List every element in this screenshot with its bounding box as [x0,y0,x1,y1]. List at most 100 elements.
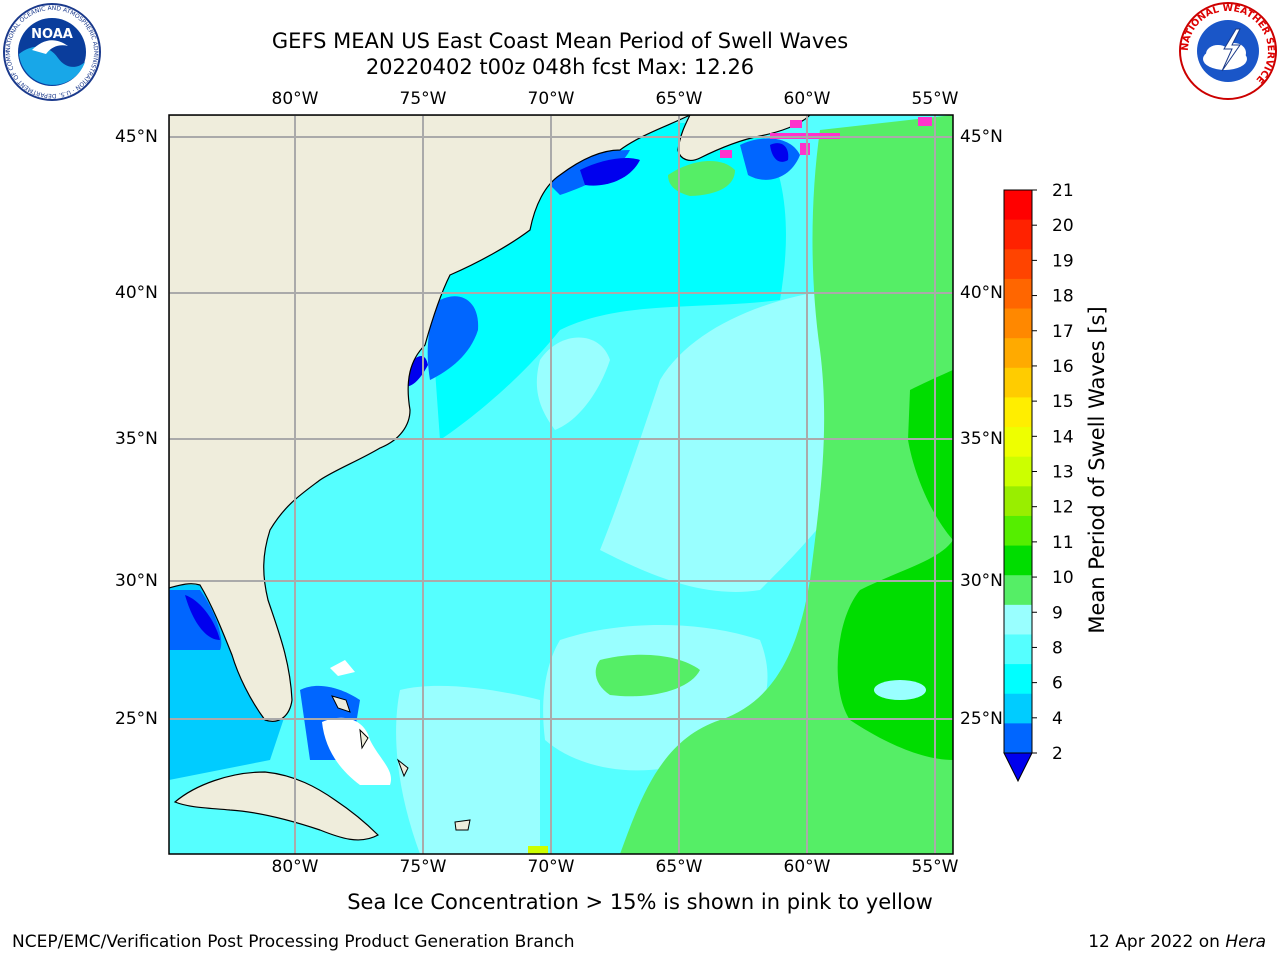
lon-label-bottom: 70°W [527,857,575,877]
colorbar-segment [1004,278,1032,310]
ocean-field-pale-central [600,290,870,592]
colorbar-segment [1004,486,1032,517]
graticule [169,115,953,854]
nws-logo: NATIONAL WEATHER SERVICE [1179,2,1277,100]
land-bahamas-3 [396,758,409,778]
ocean-field-green-gulf [668,160,735,196]
footer-date: 12 Apr 2022 on Hera [1088,932,1266,952]
land-us-east-coast [169,115,691,722]
lon-label-bottom: 75°W [399,857,447,877]
ocean-field-pale-west [536,337,610,430]
footer-credit: NCEP/EMC/Verification Post Processing Pr… [12,932,575,952]
colorbar-tick-label: 10 [1052,568,1074,588]
lat-label-left: 40°N [115,283,158,303]
colorbar-segment [1004,545,1032,576]
colorbar-segment [1004,367,1032,398]
colorbar-tick-label: 18 [1052,287,1074,307]
colorbar-segment [1004,219,1032,250]
colorbar-segment [1004,575,1032,606]
footer-host: Hera [1225,932,1266,952]
colorbar-segment [1004,604,1032,635]
colorbar-segment [1004,397,1032,428]
sea-ice-3 [720,150,732,158]
sea-ice-5 [800,143,810,155]
ocean-field-green-strong [837,540,953,760]
colorbar-segment [1004,664,1032,695]
footer-date-text: 12 Apr 2022 on [1088,932,1226,952]
lat-label-right: 30°N [960,571,1003,591]
ocean-field-pale-bahamas [396,685,540,854]
lon-label-top: 80°W [271,89,319,109]
colorbar-segment [1004,723,1032,754]
colorbar-segment [1004,427,1032,458]
land-turks [454,819,471,831]
colorbar-tick-label: 4 [1052,709,1063,729]
sea-ice-4 [918,117,932,126]
lon-label-bottom: 65°W [655,857,703,877]
lat-label-left: 35°N [115,429,158,449]
colorbar-tick-label: 15 [1052,392,1074,412]
colorbar-segment [1004,456,1032,487]
ocean-field-pale-eddy [874,680,926,700]
svg-text:NOAA: NOAA [31,27,73,42]
land-bahamas-1 [331,695,351,713]
colorbar-tick-label: 20 [1052,216,1074,236]
coastal-deepblue-cabot [770,143,789,162]
colorbar-tick-label: 2 [1052,744,1063,764]
colorbar-extend-triangle [1003,752,1033,783]
colorbar-tick-label: 19 [1052,251,1074,271]
hot-spot-south [528,846,548,854]
lat-label-right: 45°N [960,127,1003,147]
land-cuba [173,771,379,841]
lon-label-top: 65°W [655,89,703,109]
sea-ice-note-text: Sea Ice Concentration > 15% is shown in … [347,890,933,914]
lat-label-right: 35°N [960,429,1003,449]
lat-label-right: 40°N [960,283,1003,303]
chart-subtitle: 20220402 t00z 048h fcst Max: 12.26 [365,55,755,79]
shallow-bank-white [322,717,391,785]
lat-label-right: 25°N [960,709,1003,729]
colorbar-tick-label: 11 [1052,533,1074,553]
colorbar-tick-label: 9 [1052,603,1063,623]
colorbar: 21 20 19 18 17 16 15 14 13 12 11 10 9 8 6 4 2 [1003,181,1074,783]
colorbar-tick-label: 16 [1052,357,1074,377]
colorbar-tick-label: 8 [1052,638,1063,658]
lon-label-top: 55°W [911,89,959,109]
lat-label-left: 45°N [115,127,158,147]
lon-label-top: 75°W [399,89,447,109]
sea-ice-note: Sea Ice Concentration > 15% is shown in … [0,890,1280,914]
colorbar-title: Mean Period of Swell Waves [s] [1085,306,1109,634]
colorbar-segment [1004,634,1032,665]
colorbar-tick-label: 21 [1052,181,1074,201]
ocean-field-green-strong-east [908,370,953,540]
sea-ice-1 [790,120,802,128]
colorbar-tick-label: 13 [1052,463,1074,483]
noaa-logo: NATIONAL OCEANIC AND ATMOSPHERIC ADMINIS… [2,2,101,101]
colorbar-segment [1004,308,1032,339]
lat-label-left: 25°N [115,709,158,729]
coastal-blue-midatlantic [427,296,479,380]
colorbar-tick-label: 17 [1052,322,1074,342]
map-frame [168,114,954,855]
colorbar-tick-label: 6 [1052,674,1063,694]
colorbar-tick-label: 12 [1052,498,1074,518]
lon-label-top: 60°W [783,89,831,109]
lon-label-bottom: 55°W [911,857,959,877]
colorbar-segment [1004,693,1032,724]
lon-label-bottom: 80°W [271,857,319,877]
lon-label-top: 70°W [527,89,575,109]
colorbar-segment [1004,249,1032,280]
ocean-field-green-patch [595,654,700,697]
chart-title: GEFS MEAN US East Coast Mean Period of S… [271,29,849,53]
colorbar-segment [1004,190,1032,221]
colorbar-tick-label: 14 [1052,427,1074,447]
lat-label-left: 30°N [115,571,158,591]
colorbar-segment [1004,515,1032,547]
colorbar-segment [1004,338,1032,369]
coastal-deepblue-gulf [185,595,220,640]
shallow-bank-white-small [330,660,355,676]
coastal-deepblue-maine [580,158,640,186]
land-bahamas-2 [359,728,369,750]
lon-label-bottom: 60°W [783,857,831,877]
